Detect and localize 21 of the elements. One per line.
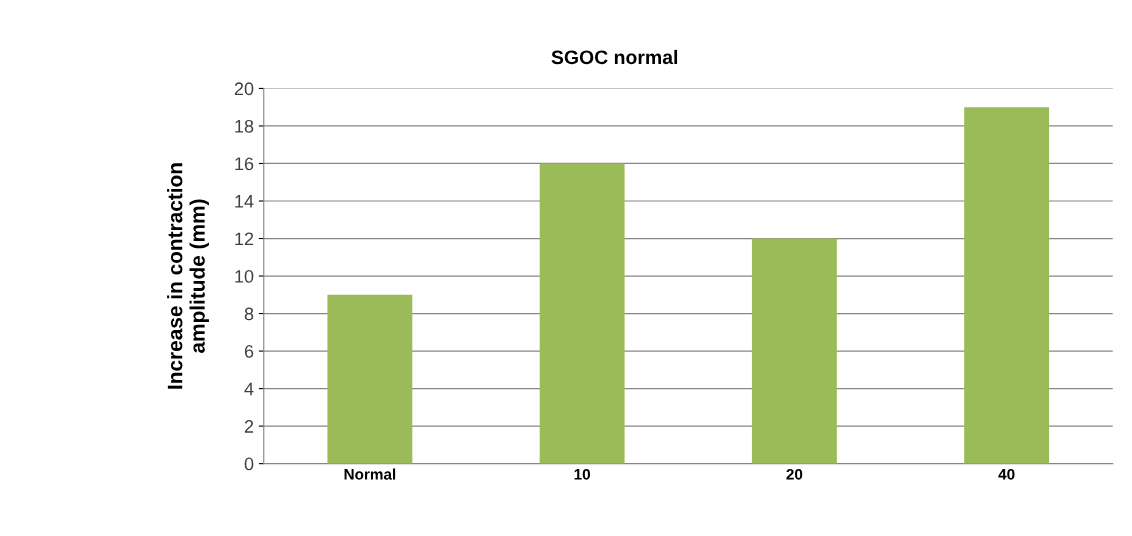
y-tick-label: 10 — [235, 269, 254, 283]
x-tick-label: Normal — [344, 468, 396, 480]
chart-title: SGOC normal — [551, 49, 678, 65]
y-tick-label: 4 — [244, 382, 254, 396]
y-axis-title: Increase in contraction amplitude (mm) — [167, 163, 209, 389]
y-tick-label: 20 — [234, 82, 254, 96]
x-tick-label: 10 — [574, 468, 590, 480]
y-tick-label: 12 — [235, 232, 254, 246]
bar — [964, 107, 1050, 464]
bar — [327, 294, 413, 464]
x-tick-label: 20 — [786, 468, 803, 480]
y-tick-label: 18 — [235, 119, 254, 133]
bar — [539, 163, 625, 464]
y-tick-label: 6 — [244, 345, 254, 358]
bar — [751, 238, 837, 464]
y-tick-label: 2 — [244, 420, 254, 433]
y-tick-label: 14 — [235, 195, 254, 208]
y-tick-label: 8 — [244, 307, 254, 321]
y-tick-label: 0 — [244, 457, 254, 471]
y-tick-label: 16 — [235, 157, 254, 171]
x-tick-label: 40 — [998, 468, 1015, 480]
